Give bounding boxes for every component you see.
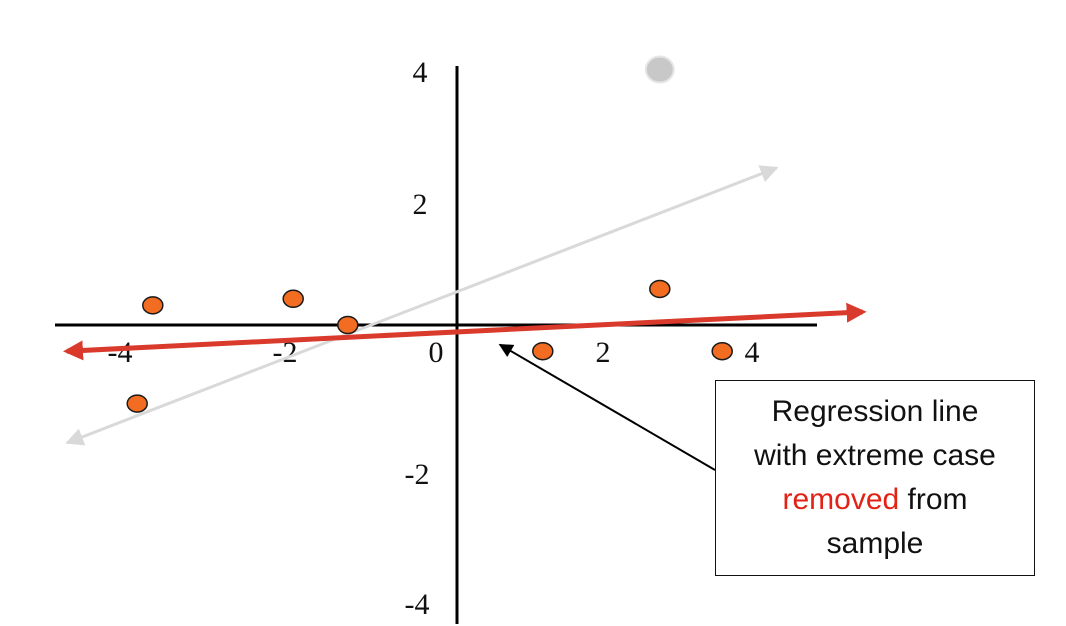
annotation-line: Regression line xyxy=(771,395,979,428)
data-point xyxy=(142,296,164,315)
regression-line-extreme-removed xyxy=(63,302,867,361)
x-tick-label: -4 xyxy=(108,336,133,369)
annotation-highlight: removed xyxy=(782,483,900,516)
annotation-line: removed from xyxy=(782,478,967,522)
data-point xyxy=(337,315,359,335)
y-tick-label: 2 xyxy=(413,188,428,221)
data-point xyxy=(126,394,148,413)
annotation-box: Regression line with extreme case remove… xyxy=(715,380,1035,576)
data-point xyxy=(649,279,671,299)
data-point xyxy=(282,289,304,309)
annotation-line: with extreme case xyxy=(754,439,996,472)
x-tick-label: 2 xyxy=(596,336,611,369)
annotation-line: sample xyxy=(826,527,924,560)
y-tick-label: -4 xyxy=(405,588,430,621)
annotation-text: from xyxy=(899,483,968,516)
annotation-pointer xyxy=(498,343,716,471)
data-point xyxy=(711,341,733,361)
y-tick-label: 4 xyxy=(413,56,428,89)
x-tick-label: 0 xyxy=(429,336,444,369)
y-tick-label: -2 xyxy=(405,458,430,491)
data-point xyxy=(532,341,554,361)
extreme-data-point xyxy=(644,55,675,84)
x-tick-label: 4 xyxy=(745,336,760,369)
